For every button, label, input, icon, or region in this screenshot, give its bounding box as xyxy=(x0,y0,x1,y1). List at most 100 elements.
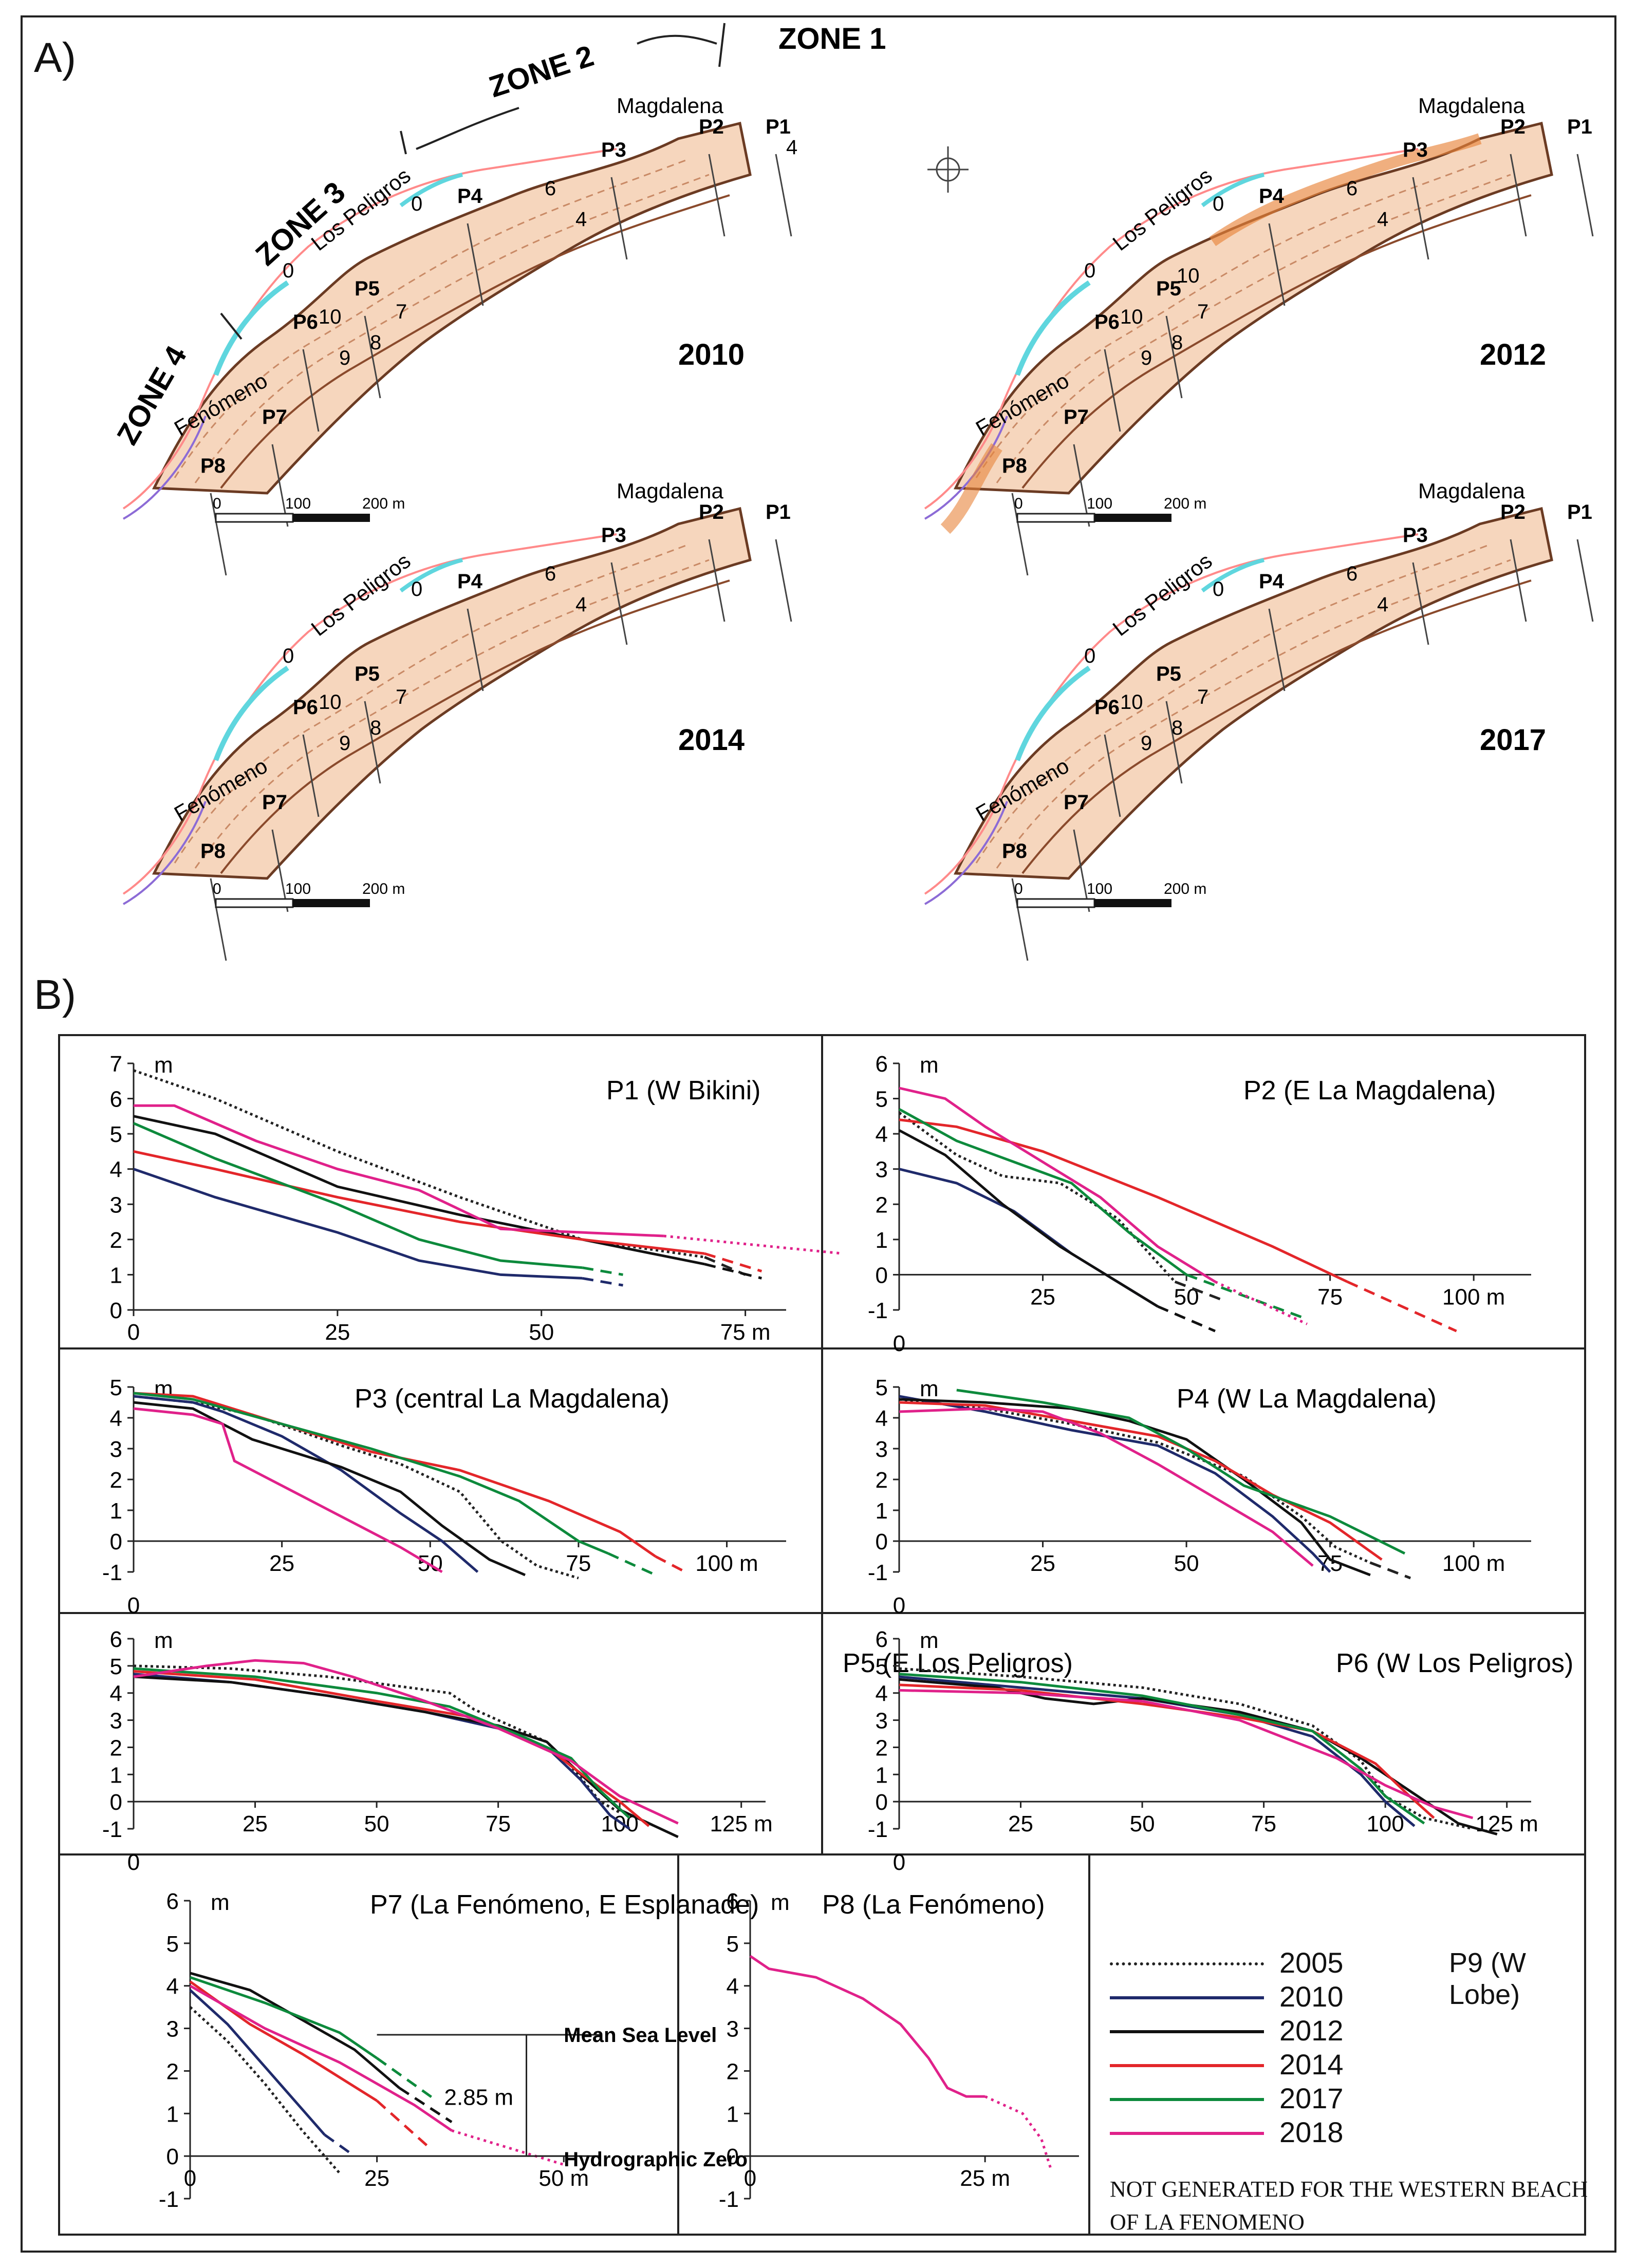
series-2005-extension xyxy=(1370,1561,1411,1580)
section-b-label: B) xyxy=(34,971,76,1018)
x-tick-label: 75 xyxy=(566,1551,591,1576)
series-2014 xyxy=(899,1118,1348,1283)
x-tick-label: 50 xyxy=(529,1320,554,1345)
y-tick-label: 1 xyxy=(110,1498,122,1524)
series-2005-extension xyxy=(1174,1280,1222,1301)
map-profile-label: P7 xyxy=(262,791,287,814)
map-year: 2010 xyxy=(678,338,745,371)
contour-label: 9 xyxy=(1141,347,1152,369)
y-tick-label: 1 xyxy=(110,1263,122,1288)
y-tick-label: 5 xyxy=(166,1932,179,1957)
y-tick-label: 0 xyxy=(166,2144,179,2169)
series-2018 xyxy=(899,1086,1216,1283)
map-profile-label: P6 xyxy=(293,311,318,333)
north-arrow-icon xyxy=(927,146,969,193)
x-tick-label: 0 xyxy=(893,1593,905,1618)
series-2010-extension xyxy=(582,1277,623,1287)
map-profile-label: P4 xyxy=(1259,570,1285,593)
y-tick-label: 2 xyxy=(110,1468,122,1493)
contour-label: 10 xyxy=(1120,306,1143,328)
map-year: 2017 xyxy=(1480,723,1546,757)
series-2017 xyxy=(898,1108,1187,1276)
transect-P2 xyxy=(1510,539,1527,622)
series-2005 xyxy=(133,1664,621,1814)
map-profile-label: P5 xyxy=(355,663,380,685)
y-tick-label: 2 xyxy=(876,1468,888,1493)
series-2014 xyxy=(133,1392,657,1558)
contour-label: 0 xyxy=(411,193,422,215)
contour-label: 8 xyxy=(1171,331,1183,354)
x-tick-label: 0 xyxy=(127,1850,140,1875)
legend-swatch xyxy=(1110,1962,1264,1965)
svg-text:200 m: 200 m xyxy=(1164,880,1206,897)
transect-P4 xyxy=(1268,223,1286,306)
figure-frame xyxy=(21,15,1616,2253)
y-unit-label: m xyxy=(154,1053,173,1078)
map-profile-label: P2 xyxy=(1500,116,1526,138)
series-2012 xyxy=(133,1675,679,1839)
series-2012 xyxy=(899,1398,1371,1577)
legend-note: NOT GENERATED FOR THE WESTERN BEACH OF L… xyxy=(1110,2177,1588,2235)
zone-arrow xyxy=(637,34,717,45)
y-tick-label: 2 xyxy=(727,2059,739,2084)
contour-label: 6 xyxy=(545,177,556,200)
transect-P4 xyxy=(467,223,484,306)
scale-bar: 0 100 200 m xyxy=(1014,880,1206,908)
map-profile-label: P3 xyxy=(601,524,626,547)
chart-title: P4 (W La Magdalena) xyxy=(1177,1384,1437,1414)
contour-label: 10 xyxy=(319,691,342,714)
x-tick-label: 25 xyxy=(364,2166,389,2191)
y-tick-label: 1 xyxy=(876,1498,888,1524)
transect-P6 xyxy=(1104,349,1121,432)
legend-label: 2018 xyxy=(1279,2116,1344,2148)
map-profile-label: P2 xyxy=(699,116,724,138)
series-2018 xyxy=(134,1104,664,1238)
series-2017-extension xyxy=(1186,1273,1302,1319)
series-2012 xyxy=(190,1972,400,2089)
series-2017-extension xyxy=(376,2057,438,2102)
contour-label: 0 xyxy=(1213,193,1224,215)
x-tick-label: 0 xyxy=(127,1593,140,1618)
svg-text:100: 100 xyxy=(285,880,311,897)
y-tick-label: 4 xyxy=(876,1681,888,1707)
y-tick-label: 6 xyxy=(110,1627,122,1652)
series-2005 xyxy=(898,1111,1176,1283)
contour-label: 4 xyxy=(1377,208,1388,231)
transect-P8 xyxy=(1011,878,1029,961)
series-2012 xyxy=(133,1401,526,1577)
transect-P7 xyxy=(271,829,289,912)
svg-text:200 m: 200 m xyxy=(1164,495,1206,512)
chart-title: P3 (central La Magdalena) xyxy=(355,1384,669,1414)
x-tick-label: 125 m xyxy=(1476,1811,1538,1836)
x-tick-label: 100 m xyxy=(1442,1551,1505,1576)
series-2010 xyxy=(189,1989,326,2136)
svg-text:0: 0 xyxy=(1014,880,1023,897)
map-profile-label: P1 xyxy=(766,116,791,138)
y-tick-label: -1 xyxy=(868,1817,888,1842)
y-tick-label: 4 xyxy=(727,1974,739,1999)
map-profile-label: P4 xyxy=(457,570,483,593)
x-tick-label: 0 xyxy=(127,1320,140,1345)
map-profile-label: P8 xyxy=(1002,840,1027,863)
series-2017 xyxy=(133,1667,630,1819)
series-2018 xyxy=(749,1955,985,2098)
series-2005 xyxy=(133,1069,705,1259)
y-tick-label: 2 xyxy=(110,1228,122,1253)
y-tick-label: 1 xyxy=(727,2102,739,2127)
svg-text:0: 0 xyxy=(213,495,221,512)
map-profile-label: P7 xyxy=(1064,791,1089,814)
y-tick-label: 2 xyxy=(876,1192,888,1217)
x-tick-label: 25 xyxy=(243,1811,268,1836)
y-tick-label: 5 xyxy=(876,1087,888,1112)
contour-label: 0 xyxy=(411,578,422,601)
contour-label: 0 xyxy=(1084,259,1095,282)
svg-text:100: 100 xyxy=(1087,880,1112,897)
contour-label: 9 xyxy=(339,347,350,369)
map-profile-label: P2 xyxy=(699,501,724,523)
